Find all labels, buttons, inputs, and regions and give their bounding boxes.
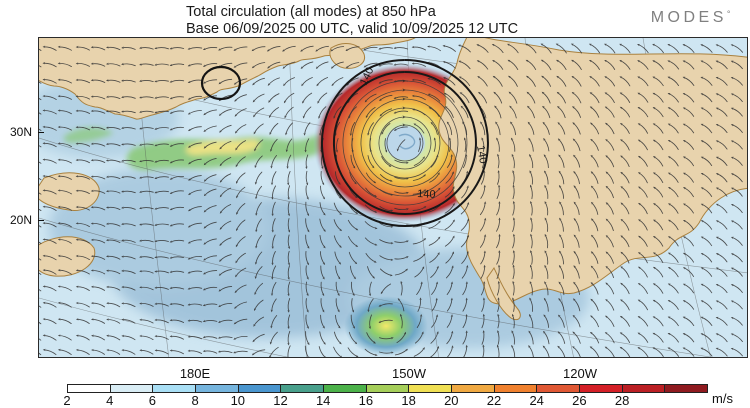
- svg-text:140: 140: [417, 188, 436, 201]
